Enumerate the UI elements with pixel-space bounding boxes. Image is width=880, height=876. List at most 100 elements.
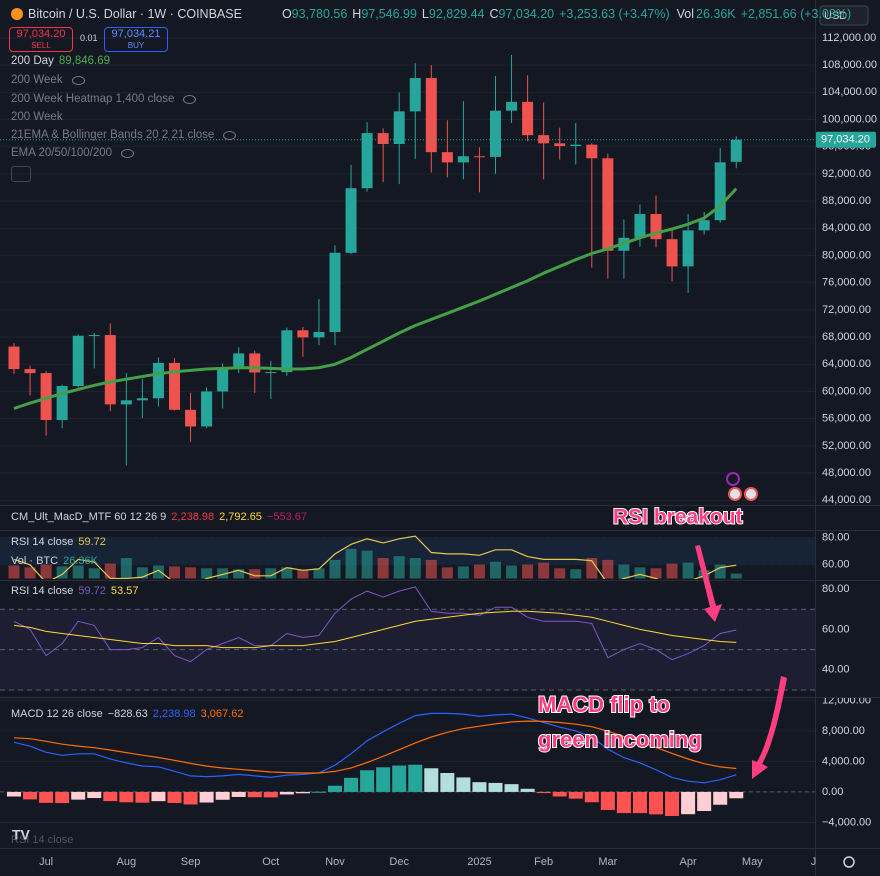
candle-body [40, 373, 52, 421]
histogram-bar [520, 788, 535, 792]
indicator-row[interactable]: 200 Week [11, 111, 63, 123]
ohlc-key: L [421, 7, 429, 21]
pane-header: MACD 12 26 close −828.63 2,238.98 3,067.62 [11, 708, 243, 720]
indicator-name: EMA 20/50/100/200 [11, 147, 113, 159]
histogram-bar [729, 791, 744, 799]
candle-body [682, 230, 694, 267]
pane-header: RSI 14 close 59.72 [11, 536, 106, 548]
buy-button[interactable]: 97,034.21 BUY [104, 27, 168, 52]
candle-body [361, 133, 373, 189]
volume-bar [473, 564, 485, 579]
histogram-bar [167, 791, 182, 803]
x-tick-label: 2025 [467, 856, 491, 868]
y-tick-label: 108,000.00 [822, 59, 877, 71]
volume-bar [185, 567, 197, 579]
candle-body [249, 353, 261, 373]
candle-body [56, 386, 68, 421]
sell-button[interactable]: 97,034.20 SELL [9, 27, 73, 52]
histogram-bar [649, 791, 663, 815]
macd-line [13, 720, 737, 774]
pane-value: 53.57 [110, 585, 139, 597]
histogram-bar [681, 791, 696, 815]
pane-title: MACD 12 26 close [11, 708, 103, 720]
pane-header: RSI 14 close [11, 834, 73, 846]
settings-icon[interactable] [843, 856, 855, 868]
indicator-row[interactable]: 200 Week Heatmap 1,400 close [11, 93, 197, 105]
candle-body [8, 346, 20, 370]
candle-body [217, 366, 229, 392]
indicator-name: 200 Week [11, 111, 63, 123]
candle-body [393, 111, 405, 145]
event-icon[interactable] [728, 487, 742, 501]
candle-body [281, 330, 293, 373]
rsi-line [13, 610, 737, 649]
candle-body [345, 188, 357, 253]
logo: TV [12, 827, 31, 843]
histogram-bar [328, 785, 342, 792]
volume-bar [441, 567, 453, 579]
volume-bar [169, 566, 180, 579]
ohlc-value: 93,780.56 [291, 7, 348, 21]
candle-body [120, 400, 132, 405]
rsi-line [13, 535, 737, 579]
candle-body [24, 369, 36, 374]
indicator-row[interactable]: 200 Day 89,846.69 [11, 55, 110, 67]
histogram-bar [424, 768, 439, 792]
histogram-bar [215, 791, 230, 800]
candle-body [730, 139, 742, 162]
main-pane [0, 37, 815, 501]
symbol[interactable]: Bitcoin / U.S. Dollar · 1W · COINBASE [28, 7, 242, 21]
y-tick-label: −4,000.00 [822, 816, 871, 828]
x-tick-label: Jul [39, 856, 53, 868]
pane-value: 2,238.98 [152, 708, 196, 720]
x-tick-label: Dec [389, 856, 409, 868]
sell-label: SELL [31, 41, 51, 50]
event-icon[interactable] [744, 487, 758, 501]
currency-button[interactable] [819, 5, 869, 26]
volume-bar [233, 569, 245, 579]
indicator-row[interactable]: 21EMA & Bollinger Bands 20 2 21 close [11, 129, 237, 141]
sell-price: 97,034.20 [16, 28, 66, 40]
volume-bar [682, 562, 694, 579]
candle-body [88, 335, 100, 337]
volume-bar [586, 558, 598, 579]
pane-title: CM_Ult_MacD_MTF 60 12 26 9 [11, 511, 167, 523]
indicator-row[interactable]: EMA 20/50/100/200 [11, 147, 135, 159]
histogram-bar [472, 782, 487, 792]
x-tick-label: Oct [262, 856, 279, 868]
y-tick-label: 76,000.00 [822, 277, 871, 289]
volume-bar [152, 565, 164, 579]
candle-body [425, 78, 437, 153]
annotations: RSI breakout MACD flip to green incoming [537, 505, 744, 753]
histogram-bar [376, 767, 391, 792]
volume-bar [650, 568, 662, 579]
volume-bar [602, 559, 614, 579]
event-icon[interactable] [726, 472, 740, 486]
candle-body [233, 353, 245, 367]
indicator-name: 21EMA & Bollinger Bands 20 2 21 close [11, 129, 215, 141]
volume-bar [618, 564, 630, 579]
candle-body [377, 133, 389, 145]
histogram-bar [103, 791, 118, 802]
volume-bar [217, 568, 229, 579]
annotation: RSI breakout [613, 506, 743, 529]
histogram-bar [456, 777, 471, 792]
vol-value: 26.36K [696, 7, 736, 21]
y-tick-label: 40.00 [822, 664, 850, 676]
candle-body [441, 152, 453, 163]
indicator-row[interactable]: 200 Week [11, 74, 85, 86]
volume-bar [56, 566, 68, 579]
candle-body [570, 144, 582, 147]
time-axis: Jul Aug Sep Oct Nov Dec 2025 Feb Mar Apr May Ju [39, 856, 816, 868]
collapse-button[interactable] [11, 166, 31, 182]
volume-bar [714, 564, 726, 579]
histogram-bar [71, 791, 86, 800]
candle-body [409, 78, 421, 112]
candle-body [152, 362, 164, 399]
candle-body [602, 158, 614, 251]
x-tick-label: Nov [325, 856, 345, 868]
pane-value: 26.36K [63, 555, 98, 567]
volume-bar [249, 569, 261, 579]
